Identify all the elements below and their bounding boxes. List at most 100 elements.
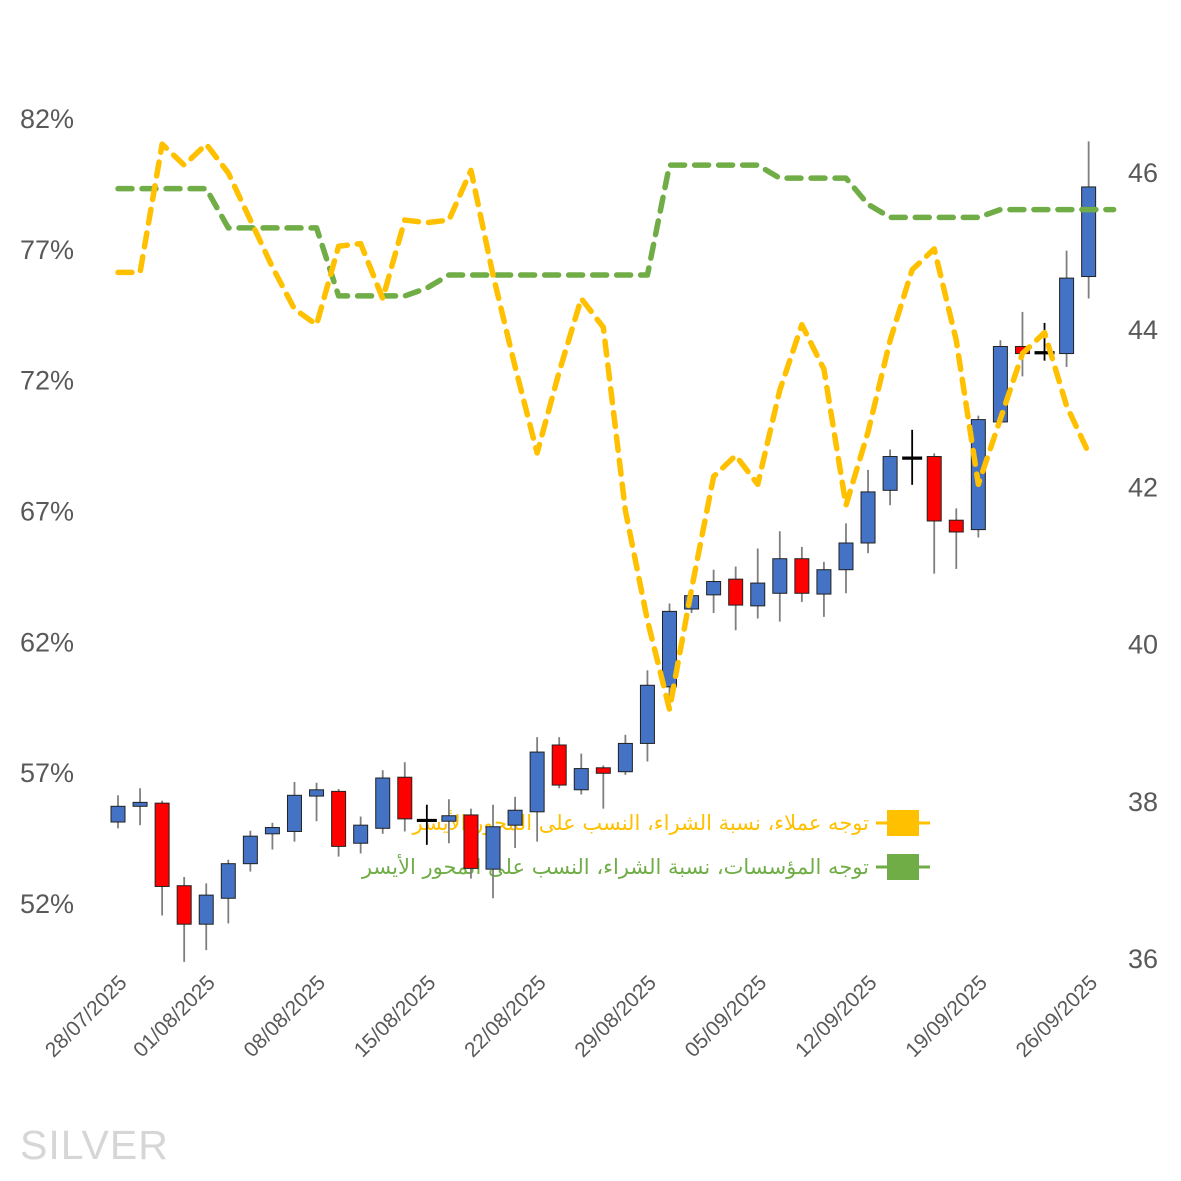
candle-body-up [882,456,898,491]
candle-body-up [286,794,302,832]
x-axis-date-label: 19/09/2025 [901,971,992,1062]
x-axis-date-label: 01/08/2025 [129,971,220,1062]
candle-body-up [1059,277,1075,355]
candle-body-up [264,827,280,835]
candle-body-up [706,581,722,596]
candle-body-up [507,809,523,826]
candle-body-up [441,815,457,822]
candlestick [662,603,677,702]
candlestick [264,822,280,850]
candle-body-down [794,558,810,594]
candle-body-up [617,742,633,773]
candle-body-up [198,894,214,925]
candlestick [154,800,170,916]
left-axis-tick-label: 57% [20,758,74,788]
candlestick [529,737,545,842]
x-axis-date-label: 12/09/2025 [791,971,882,1062]
legend-item-institution-sentiment[interactable]: توجه المؤسسات، نسبة الشراء، النسب على ال… [362,850,930,884]
candlestick [838,523,854,594]
right-axis-tick-label: 40 [1128,630,1158,660]
candle-body-up [110,805,126,823]
candlestick [463,808,479,879]
left-axis-tick-label: 82% [20,104,74,134]
candle-body-down [176,885,192,925]
candlestick [573,753,589,795]
candlestick [441,799,457,844]
candle-body-up [529,751,545,813]
candlestick [110,795,126,829]
right-axis-tick-label: 42 [1128,472,1158,502]
candle-body-up [1081,186,1097,278]
candlestick [882,449,898,506]
candlestick [375,770,391,834]
left-axis-tick-label: 77% [20,235,74,265]
x-axis-date-label: 22/08/2025 [460,971,551,1062]
candle-body-up [242,835,258,865]
left-axis-tick-label: 72% [20,366,74,396]
candlestick [220,859,236,924]
candle-body-up [816,569,832,595]
candlestick [948,508,964,569]
candlestick [242,830,258,872]
candlestick [639,670,655,762]
candlestick [728,566,744,631]
candlestick [507,796,523,848]
candle-body-down [948,519,964,533]
candle-body-up [573,768,589,791]
right-axis-tick-label: 46 [1128,158,1158,188]
candlestick [706,569,722,613]
candlestick [860,469,876,554]
candle-body-up [838,542,854,571]
candle-body-down [728,578,744,606]
candle-body-up [662,610,677,688]
dashed-line-marker-icon [876,852,930,882]
candle-body-up [375,777,391,829]
candlestick [1081,141,1097,299]
candle-body-down [154,802,170,887]
x-axis-date-label: 15/08/2025 [350,971,441,1062]
x-axis-date-label: 29/08/2025 [570,971,661,1062]
institution-buy-line [115,162,1117,299]
candlestick [132,788,148,826]
candlestick [617,734,633,775]
candlestick [551,737,567,789]
candlestick [286,781,302,842]
candlestick [750,548,766,619]
candle-body-down [463,814,479,869]
x-axis-date-label: 26/09/2025 [1012,971,1103,1062]
candle-body-down [551,744,567,786]
left-axis-tick-label: 62% [20,627,74,657]
candlestick [331,789,347,857]
legend-label-institution-sentiment: توجه المؤسسات، نسبة الشراء، النسب على ال… [361,855,869,879]
candle-body-up [772,558,788,594]
candlestick [198,883,214,951]
right-axis-tick-label: 44 [1128,315,1158,345]
candlestick [595,765,611,809]
chart-legend: توجه عملاء، نسبة الشراء، النسب على المحو… [362,806,930,894]
candlestick [772,531,788,622]
candle-body-down [926,456,942,522]
candle-body-up [860,491,876,544]
candle-body-up [485,826,501,870]
candlestick [902,429,923,485]
left-axis-tick-label: 67% [20,497,74,527]
x-axis-date-label: 28/07/2025 [41,971,132,1062]
candlestick [397,762,413,832]
candle-body-up [309,789,325,797]
candle-body-up [750,582,766,607]
right-axis-tick-label: 38 [1128,787,1158,817]
candle-body-up [353,824,369,844]
candlestick [816,561,832,617]
x-axis-date-label: 05/09/2025 [681,971,772,1062]
candle-body-down [397,776,413,820]
candlestick [1059,250,1075,367]
candlestick [926,453,942,574]
candle-body-up [220,863,236,899]
candlestick [353,816,369,854]
candle-body-up [639,684,655,744]
candlestick [794,546,810,602]
candlestick [309,782,325,822]
left-axis-tick-label: 52% [20,889,74,919]
